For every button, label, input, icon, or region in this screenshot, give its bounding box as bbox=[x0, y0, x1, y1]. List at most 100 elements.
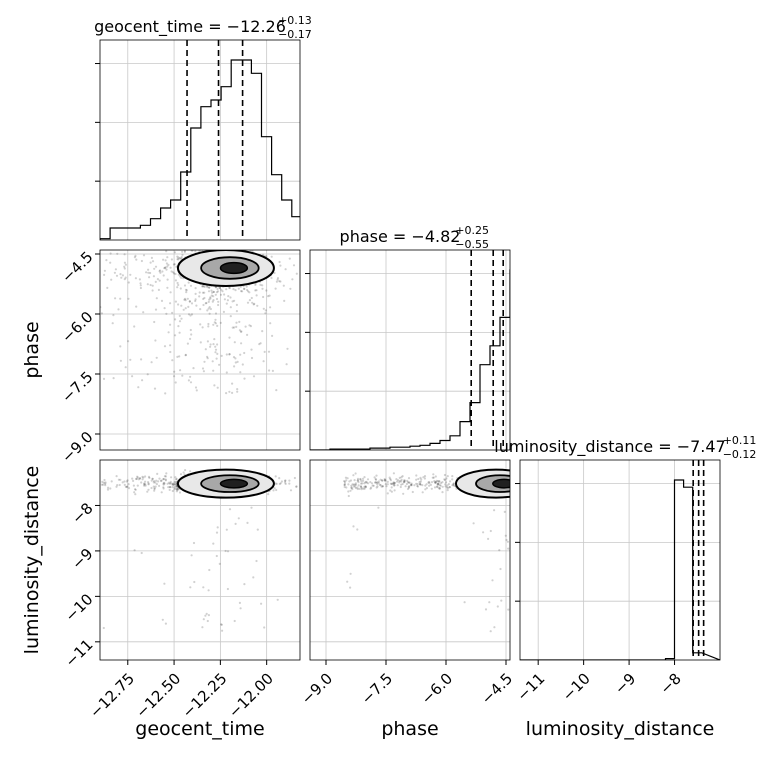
sample-point bbox=[472, 522, 475, 525]
sample-point bbox=[112, 314, 115, 317]
sample-point bbox=[150, 256, 153, 259]
sample-point bbox=[343, 480, 346, 483]
scatter-panel-phase-luminosity_distance bbox=[309, 459, 533, 661]
sample-point bbox=[374, 478, 378, 481]
sample-point bbox=[210, 289, 213, 292]
sample-point bbox=[244, 325, 247, 328]
sample-point bbox=[184, 469, 187, 472]
sample-point bbox=[234, 357, 237, 360]
sample-point bbox=[220, 623, 223, 626]
sample-point bbox=[174, 334, 177, 337]
sample-point bbox=[520, 539, 522, 541]
sample-point bbox=[171, 483, 174, 487]
sample-point bbox=[238, 320, 241, 323]
sample-point bbox=[166, 482, 169, 485]
sample-point bbox=[402, 480, 405, 484]
sample-point bbox=[520, 488, 522, 490]
sample-point bbox=[220, 288, 223, 291]
sample-point bbox=[398, 481, 401, 484]
sample-point bbox=[347, 494, 350, 498]
sample-point bbox=[162, 486, 165, 489]
sample-point bbox=[124, 276, 127, 279]
sample-point bbox=[364, 485, 367, 488]
sample-point bbox=[184, 297, 187, 300]
sample-point bbox=[250, 506, 253, 509]
sample-point bbox=[196, 243, 198, 245]
panel-frame bbox=[519, 459, 721, 661]
sample-point bbox=[372, 484, 375, 487]
sample-point bbox=[189, 284, 193, 287]
sample-point bbox=[208, 306, 211, 309]
sample-point bbox=[158, 279, 161, 282]
sample-point bbox=[208, 312, 211, 315]
sample-point bbox=[275, 389, 278, 392]
sample-point bbox=[192, 541, 196, 545]
sample-point bbox=[493, 626, 496, 629]
sample-point bbox=[353, 479, 356, 482]
sample-point bbox=[360, 488, 363, 491]
sample-point bbox=[133, 256, 136, 259]
sample-point bbox=[438, 480, 441, 483]
sample-point bbox=[175, 477, 178, 480]
sample-point bbox=[343, 485, 346, 489]
sample-point bbox=[162, 478, 165, 481]
sample-point bbox=[194, 292, 197, 295]
sample-point bbox=[217, 300, 220, 303]
sample-point bbox=[229, 296, 232, 299]
sample-point bbox=[393, 484, 396, 487]
sample-point bbox=[384, 483, 387, 486]
sample-point bbox=[390, 490, 393, 493]
sample-point bbox=[216, 290, 220, 293]
sample-point bbox=[213, 321, 216, 324]
sample-point bbox=[386, 483, 389, 486]
sample-point bbox=[428, 482, 431, 485]
sample-point bbox=[252, 375, 256, 378]
sample-point bbox=[499, 567, 502, 571]
sample-point bbox=[347, 483, 350, 486]
sample-point bbox=[231, 300, 234, 303]
sample-point bbox=[215, 291, 218, 294]
y-tick-label: −8 bbox=[68, 499, 96, 527]
sample-point bbox=[274, 482, 277, 485]
sample-point bbox=[174, 300, 177, 303]
sample-point bbox=[124, 485, 127, 488]
sample-point bbox=[531, 490, 533, 492]
sample-point bbox=[256, 528, 259, 531]
sample-point bbox=[143, 484, 146, 487]
sample-point bbox=[164, 475, 167, 478]
sample-point bbox=[199, 323, 202, 326]
sample-point bbox=[228, 286, 231, 290]
sample-point bbox=[234, 289, 237, 292]
sample-point bbox=[199, 308, 202, 311]
sample-point bbox=[204, 302, 207, 305]
sample-point bbox=[435, 479, 438, 482]
sample-point bbox=[147, 483, 150, 486]
sample-point bbox=[400, 483, 403, 486]
sample-point bbox=[164, 266, 167, 270]
sample-point bbox=[133, 549, 136, 552]
sample-point bbox=[127, 340, 130, 343]
sample-point bbox=[375, 486, 378, 489]
sample-point bbox=[135, 258, 138, 261]
sample-point bbox=[529, 484, 531, 486]
sample-point bbox=[276, 277, 280, 280]
sample-point bbox=[179, 287, 182, 290]
sample-point bbox=[510, 480, 512, 482]
sample-point bbox=[254, 283, 257, 286]
sample-point bbox=[199, 341, 202, 344]
sample-point bbox=[443, 478, 447, 482]
sample-point bbox=[181, 253, 184, 256]
sample-point bbox=[214, 286, 217, 289]
sample-point bbox=[147, 475, 151, 478]
sample-point bbox=[304, 483, 306, 485]
sample-point bbox=[207, 322, 210, 326]
sample-point bbox=[250, 356, 254, 360]
sample-point bbox=[225, 371, 228, 374]
sample-point bbox=[225, 392, 228, 395]
sample-point bbox=[507, 608, 510, 611]
sample-point bbox=[115, 485, 118, 488]
sample-point bbox=[521, 556, 523, 558]
sample-point bbox=[164, 622, 167, 625]
sample-point bbox=[169, 344, 172, 347]
contour-inner bbox=[219, 478, 249, 489]
